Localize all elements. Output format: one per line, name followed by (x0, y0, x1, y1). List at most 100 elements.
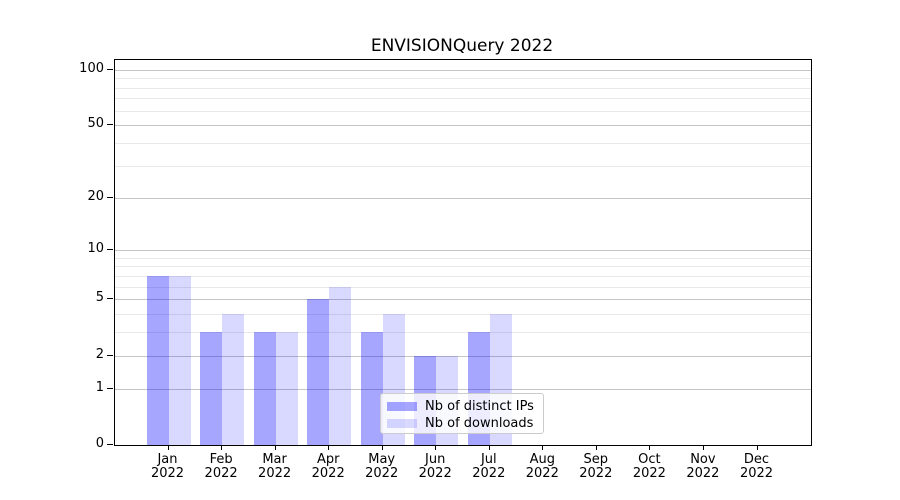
x-tick-label-jan: Jan 2022 (138, 453, 198, 481)
x-tick-label-mar: Mar 2022 (245, 453, 305, 481)
minor-gridline (115, 314, 811, 316)
minor-gridline (115, 110, 811, 112)
year-label: 2022 (311, 466, 345, 481)
bar-jan-downloads (168, 275, 191, 445)
minor-gridline (115, 266, 811, 268)
x-tick-mark (649, 445, 651, 450)
legend-label-downloads: Nb of downloads (425, 416, 534, 431)
legend-label-distinct-ips: Nb of distinct IPs (425, 399, 534, 414)
year-label: 2022 (472, 466, 506, 481)
y-tick-mark (107, 444, 113, 445)
x-tick-mark (221, 445, 223, 450)
y-tick-mark (107, 249, 113, 251)
x-tick-mark (381, 445, 383, 450)
month-label: Jun (425, 452, 446, 467)
bar-mar-downloads (275, 332, 298, 445)
chart-title: ENVISIONQuery 2022 (370, 36, 554, 56)
legend-item-distinct-ips: Nb of distinct IPs (381, 398, 543, 415)
y-tick-label: 100 (79, 60, 104, 76)
minor-gridline (115, 332, 811, 334)
month-label: Mar (262, 452, 287, 467)
major-gridline (115, 125, 811, 127)
bar-feb-downloads (222, 314, 245, 445)
y-tick-label: 20 (87, 188, 104, 204)
major-gridline (115, 69, 811, 71)
major-gridline (115, 355, 811, 357)
bar-apr-distinct-ips (307, 299, 330, 445)
bar-apr-downloads (329, 286, 352, 445)
major-gridline (115, 299, 811, 301)
bar-feb-distinct-ips (200, 332, 223, 445)
x-tick-label-apr: Apr 2022 (298, 453, 358, 481)
year-label: 2022 (579, 466, 613, 481)
x-tick-label-may: May 2022 (352, 453, 412, 481)
x-tick-label-oct: Oct 2022 (619, 453, 679, 481)
year-label: 2022 (686, 466, 720, 481)
y-tick-mark (107, 196, 113, 198)
minor-gridline (115, 275, 811, 277)
year-label: 2022 (150, 466, 185, 481)
y-tick-mark (107, 298, 113, 300)
y-tick-mark (107, 68, 113, 70)
y-tick-label: 5 (95, 290, 104, 306)
year-label: 2022 (365, 466, 399, 481)
month-label: Jan (157, 452, 178, 467)
major-gridline (115, 197, 811, 199)
minor-gridline (115, 286, 811, 288)
month-label: Sep (583, 452, 609, 467)
month-label: Jul (480, 452, 497, 467)
month-label: Aug (529, 452, 555, 467)
year-label: 2022 (258, 466, 292, 481)
y-tick-mark (107, 124, 113, 126)
x-tick-mark (435, 445, 437, 450)
x-tick-mark (702, 445, 704, 450)
year-label: 2022 (525, 466, 559, 481)
x-tick-mark (167, 445, 169, 450)
bar-may-distinct-ips (360, 332, 383, 445)
x-tick-label-sep: Sep 2022 (566, 453, 626, 481)
bar-jan-distinct-ips (146, 275, 169, 445)
month-label: Dec (743, 452, 770, 467)
y-tick-label: 2 (95, 346, 104, 362)
x-tick-label-dec: Dec 2022 (727, 453, 787, 481)
bar-mar-distinct-ips (253, 332, 276, 445)
month-label: Nov (690, 452, 716, 467)
minor-gridline (115, 143, 811, 145)
x-tick-label-feb: Feb 2022 (191, 453, 251, 481)
x-tick-label-aug: Aug 2022 (512, 453, 572, 481)
year-label: 2022 (204, 466, 238, 481)
x-tick-mark (756, 445, 758, 450)
legend-swatch-distinct-ips (387, 402, 417, 411)
y-tick-mark (107, 354, 113, 356)
x-tick-label-nov: Nov 2022 (673, 453, 733, 481)
major-gridline (115, 250, 811, 252)
y-tick-mark (107, 387, 113, 389)
x-tick-mark (595, 445, 597, 450)
month-label: May (368, 452, 396, 467)
minor-gridline (115, 98, 811, 100)
plot-area: Nb of distinct IPs Nb of downloads (114, 59, 812, 446)
x-tick-mark (328, 445, 330, 450)
minor-gridline (115, 257, 811, 259)
y-tick-label: 50 (87, 116, 104, 132)
x-tick-mark (274, 445, 276, 450)
x-tick-label-jun: Jun 2022 (405, 453, 465, 481)
minor-gridline (115, 78, 811, 80)
minor-gridline (115, 165, 811, 167)
y-tick-label: 0 (95, 436, 104, 451)
year-label: 2022 (632, 466, 666, 481)
minor-gridline (115, 87, 811, 89)
legend-swatch-downloads (387, 419, 417, 428)
month-label: Apr (316, 452, 340, 467)
x-tick-mark (542, 445, 544, 450)
month-label: Feb (209, 452, 233, 467)
major-gridline (115, 388, 811, 390)
legend-item-downloads: Nb of downloads (381, 415, 543, 432)
year-label: 2022 (418, 466, 452, 481)
y-tick-label: 10 (87, 241, 104, 257)
x-tick-mark (488, 445, 490, 450)
legend: Nb of distinct IPs Nb of downloads (380, 393, 544, 434)
x-tick-label-jul: Jul 2022 (459, 453, 519, 481)
month-label: Oct (638, 452, 661, 467)
